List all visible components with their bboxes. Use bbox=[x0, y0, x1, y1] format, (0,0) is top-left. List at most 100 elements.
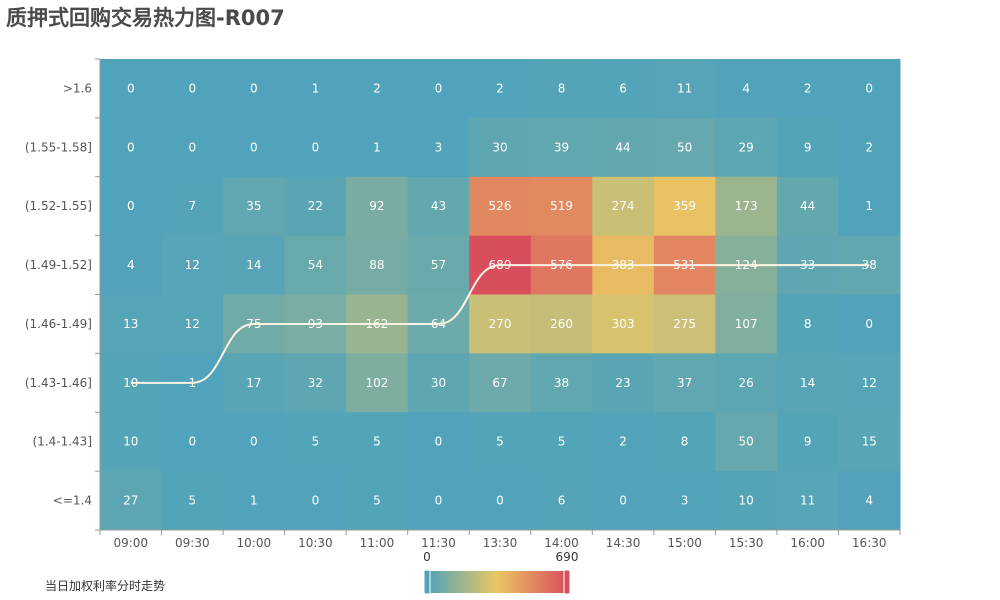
heatmap-cell[interactable] bbox=[715, 471, 778, 531]
heatmap-cell[interactable] bbox=[223, 235, 286, 295]
heatmap-cell[interactable] bbox=[284, 59, 347, 119]
heatmap-cell[interactable] bbox=[715, 59, 778, 119]
heatmap-cell[interactable] bbox=[284, 235, 347, 295]
visual-map-bar bbox=[427, 571, 567, 593]
heatmap-cell[interactable] bbox=[284, 471, 347, 531]
heatmap-cell[interactable] bbox=[161, 412, 224, 472]
heatmap-cell[interactable] bbox=[592, 294, 655, 354]
heatmap-cell[interactable] bbox=[346, 235, 409, 295]
heatmap-cell[interactable] bbox=[530, 176, 593, 237]
heatmap-cell[interactable] bbox=[592, 117, 655, 178]
heatmap-cell[interactable] bbox=[284, 412, 347, 472]
heatmap-cell[interactable] bbox=[407, 235, 470, 295]
heatmap-cell[interactable] bbox=[100, 117, 163, 178]
heatmap-cell[interactable] bbox=[776, 176, 839, 237]
heatmap-cell[interactable] bbox=[715, 412, 778, 472]
heatmap-cell[interactable] bbox=[715, 117, 778, 178]
heatmap-cell[interactable] bbox=[407, 176, 470, 237]
heatmap-cell[interactable] bbox=[346, 117, 409, 178]
heatmap-cell[interactable] bbox=[838, 294, 901, 354]
heatmap-cell[interactable] bbox=[407, 353, 470, 413]
heatmap-cell[interactable] bbox=[715, 176, 778, 237]
heatmap-cell[interactable] bbox=[592, 353, 655, 413]
heatmap-cell[interactable] bbox=[653, 294, 716, 354]
heatmap-cell[interactable] bbox=[530, 294, 593, 354]
heatmap-cell[interactable] bbox=[100, 235, 163, 295]
visual-map[interactable]: 0 690 bbox=[423, 550, 578, 595]
visual-map-handle-max[interactable] bbox=[563, 569, 571, 595]
heatmap-cell[interactable] bbox=[530, 117, 593, 178]
heatmap-cell[interactable] bbox=[223, 412, 286, 472]
heatmap-cell[interactable] bbox=[346, 176, 409, 237]
heatmap-cell[interactable] bbox=[715, 353, 778, 413]
heatmap-cell[interactable] bbox=[161, 117, 224, 178]
heatmap-cell[interactable] bbox=[100, 294, 163, 354]
cell-value-label: 9 bbox=[804, 435, 812, 449]
heatmap-cell[interactable] bbox=[100, 176, 163, 237]
heatmap-cell[interactable] bbox=[346, 59, 409, 119]
heatmap-cell[interactable] bbox=[469, 176, 532, 237]
heatmap-cell[interactable] bbox=[346, 353, 409, 413]
heatmap-cell[interactable] bbox=[469, 294, 532, 354]
heatmap-cell[interactable] bbox=[653, 117, 716, 178]
heatmap-cell[interactable] bbox=[592, 59, 655, 119]
heatmap-cell[interactable] bbox=[161, 59, 224, 119]
heatmap-cell[interactable] bbox=[530, 59, 593, 119]
heatmap-cell[interactable] bbox=[407, 117, 470, 178]
heatmap-cell[interactable] bbox=[407, 412, 470, 472]
heatmap-cell[interactable] bbox=[592, 471, 655, 531]
heatmap-cell[interactable] bbox=[653, 412, 716, 472]
heatmap-cell[interactable] bbox=[223, 176, 286, 237]
heatmap-cell[interactable] bbox=[776, 117, 839, 178]
heatmap-cell[interactable] bbox=[776, 471, 839, 531]
heatmap-cell[interactable] bbox=[592, 176, 655, 237]
heatmap-cell[interactable] bbox=[776, 412, 839, 472]
heatmap-cell[interactable] bbox=[838, 353, 901, 413]
heatmap-cell[interactable] bbox=[407, 471, 470, 531]
heatmap-cell[interactable] bbox=[346, 471, 409, 531]
heatmap-cell[interactable] bbox=[653, 176, 716, 237]
heatmap-cell[interactable] bbox=[223, 353, 286, 413]
heatmap-cell[interactable] bbox=[469, 471, 532, 531]
heatmap-cell[interactable] bbox=[284, 353, 347, 413]
heatmap-cell[interactable] bbox=[530, 412, 593, 472]
heatmap-cell[interactable] bbox=[653, 353, 716, 413]
heatmap-cell[interactable] bbox=[653, 59, 716, 119]
heatmap-cell[interactable] bbox=[161, 471, 224, 531]
heatmap-cell[interactable] bbox=[100, 412, 163, 472]
heatmap-cell[interactable] bbox=[469, 59, 532, 119]
visual-map-handle-min[interactable] bbox=[423, 569, 431, 595]
heatmap-cell[interactable] bbox=[284, 117, 347, 178]
heatmap-cell[interactable] bbox=[653, 471, 716, 531]
y-tick-label: (1.46-1.49] bbox=[25, 317, 92, 331]
heatmap-cell[interactable] bbox=[161, 294, 224, 354]
heatmap-cell[interactable] bbox=[161, 176, 224, 237]
heatmap-cell[interactable] bbox=[838, 117, 901, 178]
heatmap-cell[interactable] bbox=[838, 471, 901, 531]
heatmap-cell[interactable] bbox=[223, 471, 286, 531]
heatmap-cell[interactable] bbox=[469, 353, 532, 413]
heatmap-cell[interactable] bbox=[346, 412, 409, 472]
heatmap-cell[interactable] bbox=[284, 176, 347, 237]
heatmap-cell[interactable] bbox=[776, 59, 839, 119]
heatmap-cell[interactable] bbox=[776, 353, 839, 413]
heatmap-cell[interactable] bbox=[838, 59, 901, 119]
heatmap-cell[interactable] bbox=[715, 294, 778, 354]
heatmap-cell[interactable] bbox=[592, 412, 655, 472]
heatmap-cell[interactable] bbox=[469, 412, 532, 472]
heatmap-cell[interactable] bbox=[469, 117, 532, 178]
heatmap-cell[interactable] bbox=[223, 59, 286, 119]
heatmap-cell[interactable] bbox=[100, 471, 163, 531]
heatmap-cell[interactable] bbox=[407, 59, 470, 119]
heatmap-cell[interactable] bbox=[776, 294, 839, 354]
rate-trend-path[interactable] bbox=[130, 264, 870, 384]
heatmap-cell[interactable] bbox=[838, 412, 901, 472]
cell-value-label: 30 bbox=[492, 140, 507, 154]
heatmap-cell[interactable] bbox=[223, 117, 286, 178]
heatmap-cell[interactable] bbox=[530, 353, 593, 413]
heatmap-cell[interactable] bbox=[100, 59, 163, 119]
heatmap-cell[interactable] bbox=[161, 235, 224, 295]
heatmap-cell[interactable] bbox=[838, 176, 901, 237]
line-legend-label[interactable]: 当日加权利率分时走势 bbox=[45, 579, 166, 593]
heatmap-cell[interactable] bbox=[530, 471, 593, 531]
